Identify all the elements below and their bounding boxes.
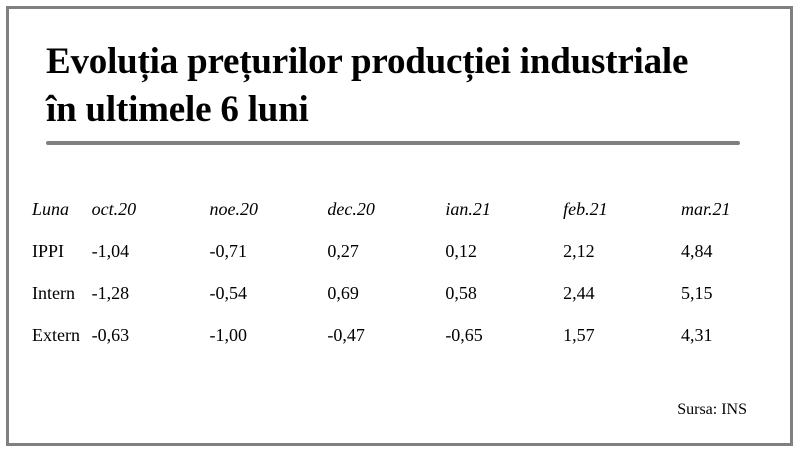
row-label-cell: Extern: [32, 324, 80, 345]
header-month-cell: dec.20: [327, 198, 375, 219]
row-label-cell: IPPI: [32, 240, 65, 261]
value-cell: -0,63: [91, 324, 130, 345]
value-cell: 2,44: [563, 282, 595, 303]
row-label-cell: Intern: [32, 282, 75, 303]
header-month-cell: oct.20: [91, 198, 137, 219]
table-row: IPPI -1,04 -0,71 0,27 0,12 2,12 4,84: [32, 230, 799, 272]
value-cell: 4,31: [680, 324, 713, 345]
header-label-cell: Luna: [32, 198, 70, 219]
value-cell: 0,12: [445, 240, 477, 261]
value-cell: -1,00: [209, 324, 247, 345]
header-month-cell: noe.20: [209, 198, 258, 219]
value-cell: -0,65: [445, 324, 483, 345]
value-cell: -0,71: [209, 240, 247, 261]
chart-frame: [6, 6, 793, 446]
table-row: Extern -0,63 -1,00 -0,47 -0,65 1,57 4,31: [32, 314, 799, 356]
table-row: Intern -1,28 -0,54 0,69 0,58 2,44 5,15: [32, 272, 799, 314]
data-table: Luna oct.20 noe.20 dec.20 ian.21 feb.21 mar.21…: [32, 188, 799, 356]
source-note: Sursa: INS: [677, 401, 747, 418]
header-month-cell: feb.21: [563, 198, 608, 219]
title-line-2: în ultimele 6 luni: [46, 89, 309, 130]
value-cell: 2,12: [563, 240, 595, 261]
chart-title: Evoluția prețurilor producției industria…: [46, 38, 688, 134]
value-cell: 1,57: [563, 324, 595, 345]
value-cell: -1,04: [91, 240, 130, 261]
value-cell: -0,47: [327, 324, 365, 345]
header-month-cell: mar.21: [680, 198, 731, 219]
value-cell: -0,54: [209, 282, 247, 303]
value-cell: 4,84: [680, 240, 713, 261]
value-cell: 0,58: [445, 282, 477, 303]
header-row: Luna oct.20 noe.20 dec.20 ian.21 feb.21 mar.21: [32, 188, 799, 230]
value-cell: 5,15: [680, 282, 713, 303]
title-line-1: Evoluția prețurilor producției industria…: [46, 41, 689, 82]
value-cell: 0,69: [327, 282, 359, 303]
header-month-cell: ian.21: [445, 198, 491, 219]
title-divider: [46, 141, 740, 145]
value-cell: 0,27: [327, 240, 359, 261]
value-cell: -1,28: [91, 282, 130, 303]
